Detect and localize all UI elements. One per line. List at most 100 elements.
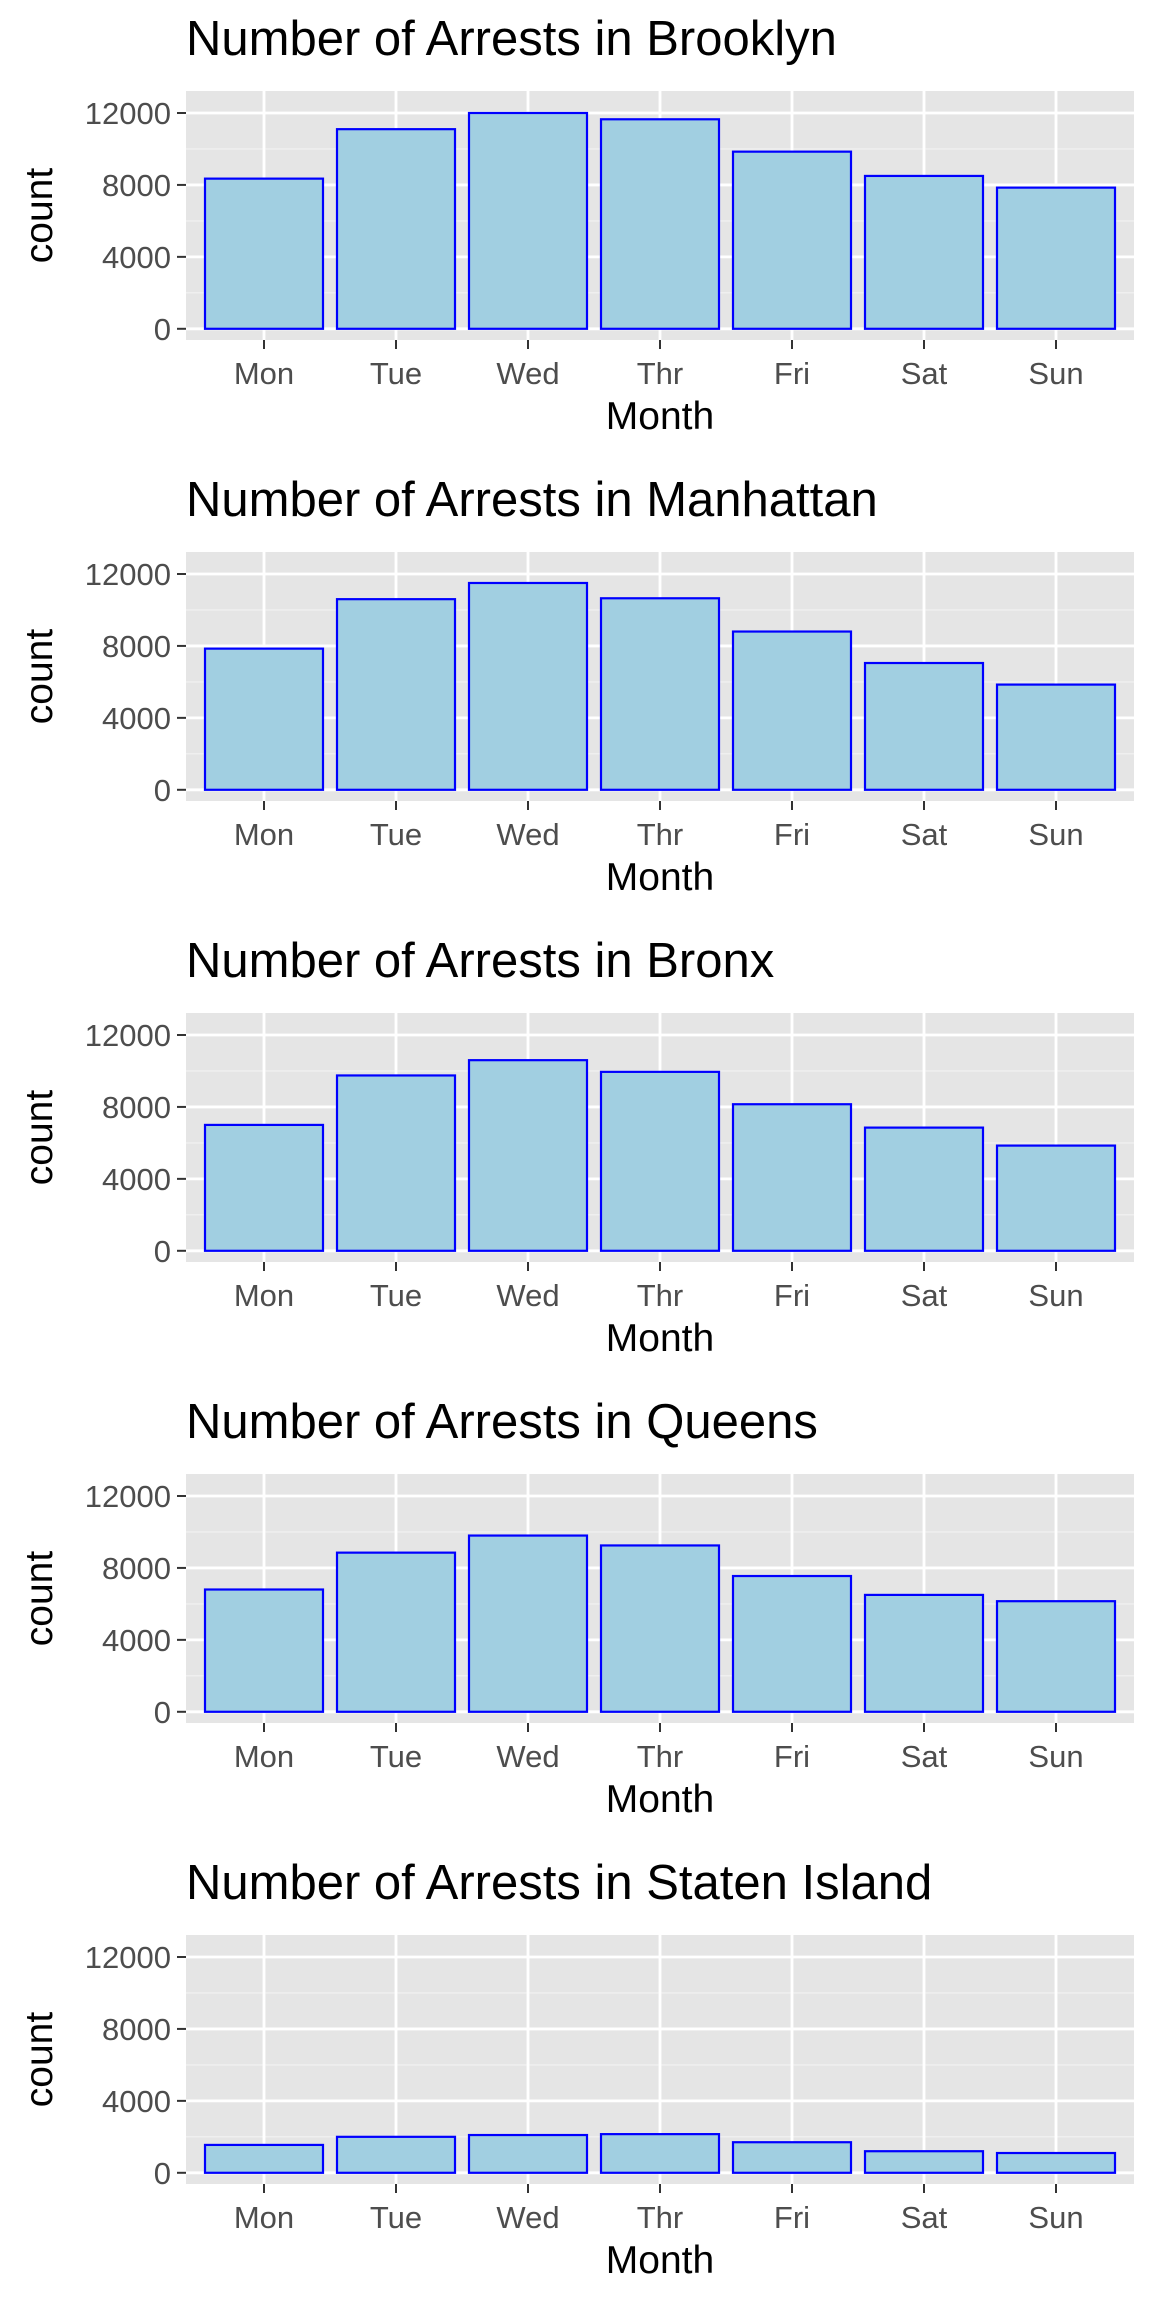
bar-sun (995, 2151, 1117, 2174)
x-tick-label: Wed (496, 1739, 559, 1774)
bar-sat (863, 1126, 985, 1252)
y-axis-title: count (18, 168, 61, 264)
x-tick-label: Mon (234, 1278, 294, 1313)
chart-panel-2: Number of Arrests in Manhattan 0 4000 8000 1… (18, 473, 1134, 899)
chart-panel-4: Number of Arrests in Queens 0 4000 8000 1200… (18, 1395, 1134, 1821)
bar-sun (995, 186, 1117, 330)
x-tick-label: Thr (637, 1278, 684, 1313)
x-tick-label: Mon (234, 1739, 294, 1774)
bar-mon (203, 177, 325, 330)
bar-mon (203, 647, 325, 791)
x-tick-label: Wed (496, 817, 559, 852)
bar-fri (731, 1103, 853, 1252)
x-tick-label: Sat (901, 817, 948, 852)
y-tick-label: 4000 (102, 2084, 171, 2119)
x-tick-label: Thr (637, 817, 684, 852)
x-tick-label: Sun (1028, 356, 1083, 391)
y-tick-label: 12000 (85, 1018, 171, 1053)
x-tick-label: Thr (637, 1739, 684, 1774)
x-tick-label: Fri (774, 2200, 810, 2235)
x-axis-title: Month (606, 1317, 714, 1360)
y-tick-label: 8000 (102, 1551, 171, 1586)
x-tick-label: Tue (370, 1278, 422, 1313)
bar-wed (467, 581, 589, 791)
y-tick-label: 8000 (102, 1090, 171, 1125)
y-axis-title: count (18, 629, 61, 725)
y-axis-title: count (18, 1551, 61, 1647)
y-axis-title: count (18, 2012, 61, 2108)
chart-title: Number of Arrests in Brooklyn (186, 12, 837, 66)
bar-thr (599, 597, 721, 791)
x-tick-label: Fri (774, 356, 810, 391)
x-axis-title: Month (606, 856, 714, 899)
x-axis-title: Month (606, 395, 714, 438)
bar-thr (599, 1070, 721, 1252)
bar-sat (863, 2150, 985, 2174)
x-axis-title: Month (606, 1778, 714, 1821)
chart-title: Number of Arrests in Queens (186, 1395, 818, 1449)
bar-fri (731, 630, 853, 791)
x-tick-label: Sat (901, 1278, 948, 1313)
chart-title: Number of Arrests in Manhattan (186, 473, 878, 527)
y-tick-label: 12000 (85, 96, 171, 131)
x-tick-label: Thr (637, 2200, 684, 2235)
y-tick-label: 4000 (102, 240, 171, 275)
x-tick-label: Sun (1028, 1278, 1083, 1313)
chart-title: Number of Arrests in Bronx (186, 934, 774, 988)
bar-sun (995, 1144, 1117, 1252)
x-tick-label: Fri (774, 1278, 810, 1313)
bar-sat (863, 1593, 985, 1713)
y-axis-title: count (18, 1090, 61, 1186)
x-tick-label: Sat (901, 2200, 948, 2235)
bar-fri (731, 1574, 853, 1713)
chart-panel-5: Number of Arrests in Staten Island 0 4000 8… (18, 1856, 1134, 2282)
y-tick-label: 4000 (102, 701, 171, 736)
bar-thr (599, 2133, 721, 2174)
bar-mon (203, 2143, 325, 2174)
x-tick-label: Thr (637, 356, 684, 391)
y-tick-label: 0 (154, 1695, 171, 1730)
bar-wed (467, 2133, 589, 2174)
x-tick-label: Wed (496, 1278, 559, 1313)
bar-wed (467, 111, 589, 330)
x-tick-label: Sun (1028, 817, 1083, 852)
bar-tue (335, 128, 457, 330)
bar-wed (467, 1534, 589, 1713)
x-tick-label: Sat (901, 356, 948, 391)
x-tick-label: Sat (901, 1739, 948, 1774)
y-tick-label: 0 (154, 773, 171, 808)
bar-sun (995, 1600, 1117, 1713)
y-tick-label: 8000 (102, 629, 171, 664)
x-tick-label: Tue (370, 817, 422, 852)
x-tick-label: Mon (234, 2200, 294, 2235)
bar-sat (863, 174, 985, 330)
x-tick-label: Fri (774, 817, 810, 852)
y-tick-label: 0 (154, 312, 171, 347)
y-tick-label: 12000 (85, 557, 171, 592)
x-tick-label: Sun (1028, 2200, 1083, 2235)
bar-fri (731, 150, 853, 330)
bar-thr (599, 118, 721, 330)
y-tick-label: 8000 (102, 2012, 171, 2047)
bar-fri (731, 2141, 853, 2174)
bar-thr (599, 1544, 721, 1713)
x-axis-title: Month (606, 2239, 714, 2282)
x-tick-label: Wed (496, 2200, 559, 2235)
bar-tue (335, 1551, 457, 1713)
bar-sun (995, 683, 1117, 791)
x-tick-label: Wed (496, 356, 559, 391)
bar-tue (335, 2135, 457, 2174)
bar-mon (203, 1123, 325, 1252)
x-tick-label: Tue (370, 356, 422, 391)
x-tick-label: Fri (774, 1739, 810, 1774)
chart-panel-1: Number of Arrests in Brooklyn 0 4000 8000 12… (18, 12, 1134, 438)
x-tick-label: Mon (234, 356, 294, 391)
y-tick-label: 12000 (85, 1479, 171, 1514)
bar-tue (335, 1074, 457, 1252)
y-tick-label: 0 (154, 1234, 171, 1269)
bar-tue (335, 598, 457, 791)
x-tick-label: Tue (370, 2200, 422, 2235)
chart-panel-3: Number of Arrests in Bronx 0 4000 8000 12000… (18, 934, 1134, 1360)
x-tick-label: Tue (370, 1739, 422, 1774)
